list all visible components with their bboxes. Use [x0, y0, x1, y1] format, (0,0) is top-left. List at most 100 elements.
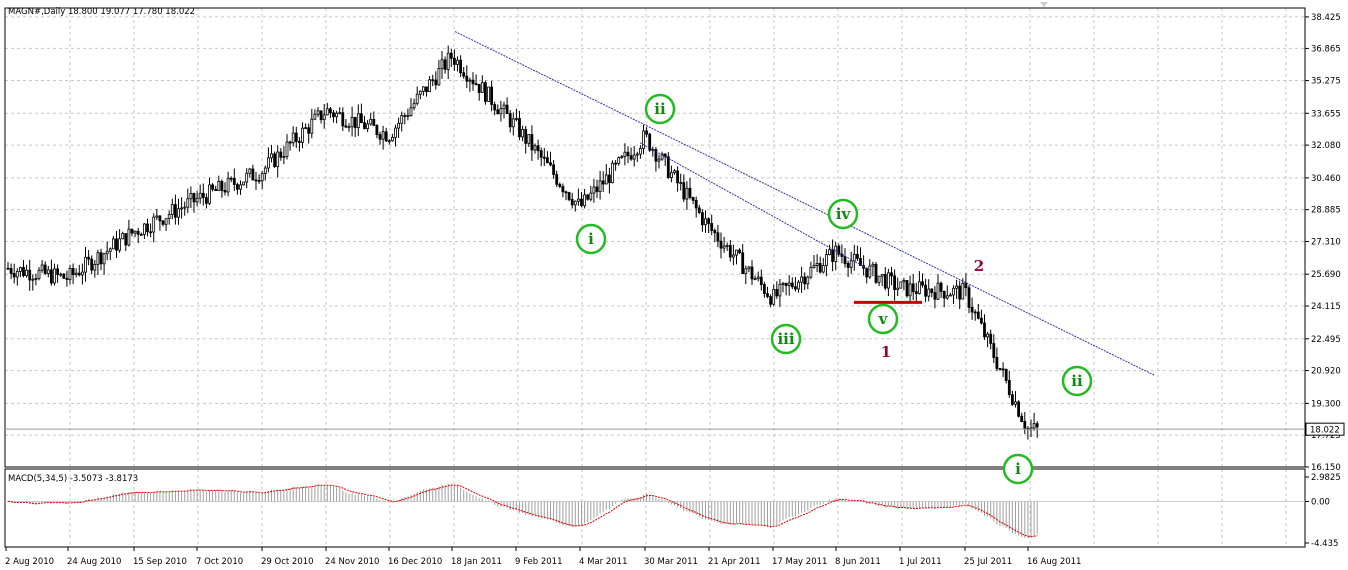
- candle: [880, 274, 884, 277]
- macd-panel: [5, 483, 1305, 539]
- axes: 38.425 36.865 35.275 33.655 32.080 30.460 28.8…: [5, 13, 1345, 567]
- candle: [1020, 415, 1024, 422]
- candle: [462, 72, 466, 77]
- candle: [781, 282, 785, 285]
- candle: [105, 250, 109, 255]
- candle: [732, 254, 735, 258]
- candle: [573, 200, 577, 206]
- candle: [170, 204, 174, 216]
- candle: [902, 280, 906, 283]
- candle: [725, 245, 729, 247]
- candle: [927, 288, 931, 297]
- candle: [859, 257, 862, 266]
- candle: [952, 287, 955, 296]
- candle: [893, 275, 896, 291]
- candle: [217, 181, 221, 192]
- candle: [936, 282, 940, 300]
- x-tick-label: 17 May 2011: [772, 557, 827, 567]
- candle: [601, 180, 605, 185]
- candle: [611, 162, 614, 184]
- y-tick-label: 38.425: [1311, 13, 1341, 23]
- candle: [592, 186, 596, 194]
- candle: [800, 276, 803, 283]
- candle: [921, 281, 924, 286]
- candle: [387, 140, 391, 143]
- y-tick-label: 19.300: [1311, 399, 1341, 409]
- candle: [483, 82, 487, 102]
- drawn-lines[interactable]: [454, 31, 1155, 376]
- y-tick-label: 20.920: [1311, 367, 1341, 377]
- candle: [487, 86, 490, 102]
- candle: [167, 214, 171, 220]
- candle: [356, 113, 360, 129]
- x-tick-label: 18 Jan 2011: [451, 557, 502, 567]
- candle: [152, 216, 156, 233]
- candle: [980, 317, 983, 324]
- candle: [905, 280, 909, 297]
- candle: [418, 90, 422, 95]
- candle: [68, 267, 72, 280]
- candle: [939, 282, 943, 292]
- candle: [654, 149, 658, 162]
- candle: [704, 218, 707, 226]
- candle: [459, 59, 463, 74]
- candle: [821, 265, 825, 273]
- candle: [967, 287, 971, 308]
- candle: [372, 118, 376, 126]
- candle: [914, 291, 918, 294]
- candle: [146, 223, 149, 233]
- candle: [425, 86, 428, 93]
- candle: [998, 368, 1002, 370]
- candle: [220, 181, 224, 191]
- candle: [235, 184, 239, 190]
- candle: [1011, 394, 1014, 405]
- candle: [378, 134, 382, 140]
- candle: [620, 156, 624, 159]
- wave-label: v: [878, 310, 889, 328]
- candle: [642, 130, 645, 149]
- candle: [1014, 401, 1017, 405]
- candle: [102, 253, 106, 265]
- candle: [108, 248, 112, 252]
- candle: [273, 153, 277, 167]
- candle: [279, 151, 283, 158]
- candle: [446, 52, 450, 70]
- candle: [428, 79, 432, 93]
- candle: [666, 156, 670, 178]
- wave-label: iii: [777, 330, 794, 348]
- candle: [421, 86, 425, 92]
- candle: [552, 164, 555, 175]
- candle: [15, 271, 19, 278]
- candle: [877, 275, 881, 283]
- chart-title: MAGN#,Daily 18.800 19.077 17.780 18.022: [8, 7, 195, 17]
- candle: [685, 187, 689, 200]
- candle: [924, 284, 927, 297]
- candle: [769, 296, 772, 305]
- candle: [896, 287, 900, 291]
- candle: [580, 198, 583, 207]
- candle: [74, 272, 78, 275]
- candle: [772, 288, 776, 305]
- candle: [744, 268, 748, 275]
- candle: [71, 267, 75, 275]
- candle: [115, 238, 118, 251]
- candle: [1032, 423, 1036, 429]
- candle: [282, 156, 286, 158]
- candle: [679, 182, 683, 184]
- wave-circle: [1061, 365, 1093, 397]
- candle: [834, 245, 838, 262]
- x-tick-label: 16 Dec 2010: [388, 557, 442, 567]
- candle: [18, 267, 22, 272]
- candle: [660, 153, 664, 160]
- candle: [983, 322, 986, 338]
- candle: [648, 133, 652, 151]
- wave-label: ii: [654, 100, 666, 118]
- candle: [778, 283, 782, 297]
- candle: [173, 204, 177, 218]
- candle: [831, 249, 834, 262]
- candle: [955, 285, 958, 289]
- candle: [229, 177, 233, 180]
- candle: [437, 68, 441, 86]
- candle: [555, 174, 559, 185]
